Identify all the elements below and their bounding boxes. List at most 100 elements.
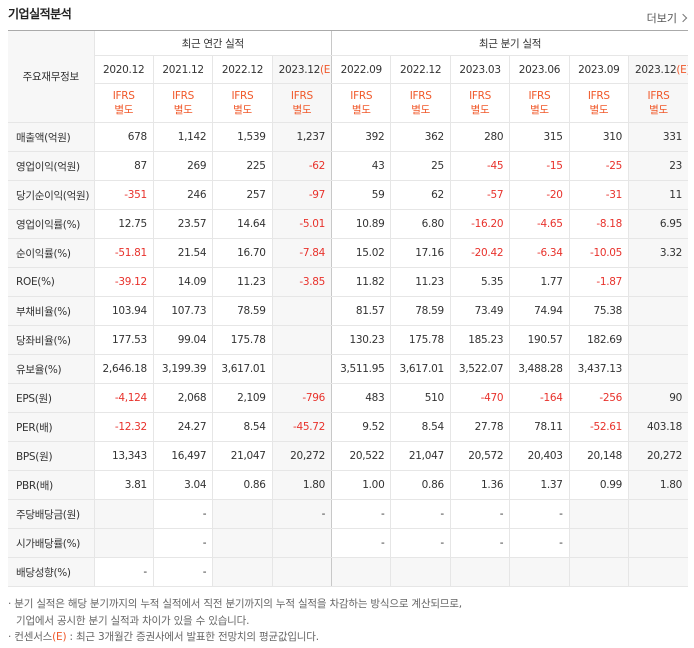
- estimate-mark: (E): [320, 63, 332, 76]
- period: 2020.12: [103, 63, 145, 76]
- cell: 78.59: [212, 296, 273, 326]
- data-row: 순이익률(%) -51.81 21.54 16.70 -7.84 15.02 17.16 -2…: [8, 238, 688, 268]
- cell: 16.70: [212, 238, 273, 268]
- cell: 190.57: [509, 325, 570, 355]
- footnotes: · 분기 실적은 해당 분기까지의 누적 실적에서 직전 분기까지의 누적 실적…: [8, 596, 462, 646]
- cell: 1.36: [449, 470, 510, 500]
- cell: 3.81: [93, 470, 154, 500]
- row-label: 매출액(억원): [8, 122, 94, 152]
- cell: 0.86: [390, 470, 451, 500]
- corner-label: 주요재무정보: [8, 30, 94, 123]
- cell: -: [152, 557, 213, 587]
- row-label: 유보율(%): [8, 354, 94, 384]
- cell: [271, 296, 332, 326]
- cell: [568, 499, 629, 529]
- period: 2023.09: [578, 63, 620, 76]
- more-arrow[interactable]: [678, 13, 688, 23]
- period: 2023.12: [635, 63, 677, 76]
- period: 2023.06: [518, 63, 561, 76]
- data-row: 당좌비율(%) 177.53 99.04 175.78 130.23 175.78 185.…: [8, 325, 688, 355]
- data-row: PBR(배) 3.81 3.04 0.86 1.80 1.00 0.86 1.36 1.37 0.…: [8, 470, 688, 500]
- cell: 3,617.01: [390, 354, 451, 384]
- data-row: PER(배) -12.32 24.27 8.54 -45.72 9.52 8.54 27.78…: [8, 412, 688, 442]
- cell: 11.23: [212, 267, 273, 297]
- cell: -: [331, 528, 391, 558]
- more-link[interactable]: 더보기: [646, 10, 688, 26]
- cell: [271, 557, 332, 587]
- cell: -39.12: [93, 267, 154, 297]
- cell: 16,497: [152, 441, 213, 471]
- cell: [212, 528, 273, 558]
- cell: 90: [628, 383, 688, 413]
- cell: [449, 557, 510, 587]
- cell: 20,403: [509, 441, 570, 471]
- basis: 별도: [589, 104, 609, 116]
- cell: 1.00: [331, 470, 391, 500]
- cell: 78.11: [509, 412, 570, 442]
- cell: 14.64: [212, 209, 273, 239]
- period-header: 2022.12: [390, 55, 451, 84]
- period: 2022.12: [221, 63, 264, 76]
- standard-header: IFRS 별도: [628, 83, 688, 123]
- cell: -256: [568, 383, 629, 413]
- note: 분기 실적은 해당 분기까지의 누적 실적에서 직전 분기까지의 누적 실적을 …: [14, 598, 462, 610]
- row-label: BPS(원): [8, 441, 94, 471]
- cell: -52.61: [568, 412, 629, 442]
- cell: 0.99: [568, 470, 629, 500]
- cell: -: [449, 528, 510, 558]
- more-text[interactable]: 더보기: [646, 12, 677, 25]
- standard-header: IFRS 별도: [449, 83, 510, 123]
- cell: 73.49: [449, 296, 510, 326]
- cell: -: [449, 499, 510, 529]
- standard: IFRS: [231, 90, 254, 102]
- cell: 59: [331, 180, 391, 210]
- cell: [331, 557, 391, 587]
- row-label: PER(배): [8, 412, 94, 442]
- data-row: BPS(원) 13,343 16,497 21,047 20,272 20,522 21,0…: [8, 441, 688, 471]
- cell: 315: [509, 122, 570, 152]
- cell: 13,343: [93, 441, 154, 471]
- cell: 403.18: [628, 412, 688, 442]
- cell: 1.37: [509, 470, 570, 500]
- standard: IFRS: [587, 90, 610, 102]
- data-row: 배당성향(%) - -: [8, 557, 688, 587]
- cell: [628, 267, 688, 297]
- cell: 246: [152, 180, 213, 210]
- data-row: 주당배당금(원) - - - - - -: [8, 499, 688, 529]
- cell: -1.87: [568, 267, 629, 297]
- cell: 1.80: [628, 470, 688, 500]
- cell: [93, 499, 154, 529]
- cell: 21,047: [390, 441, 451, 471]
- standard-header: IFRS 별도: [509, 83, 570, 123]
- consensus-text: : 최근 3개월간 증권사에서 발표한 전망치의 평균값입니다.: [66, 631, 319, 643]
- group-row: 주요재무정보 최근 연간 실적 최근 분기 실적: [8, 30, 688, 123]
- cell: 11.23: [390, 267, 451, 297]
- cell: 87: [93, 151, 154, 181]
- data-row: 시가배당률(%) - - - - -: [8, 528, 688, 558]
- period: 2022.12: [399, 63, 442, 76]
- standard: IFRS: [172, 90, 195, 102]
- cell: 175.78: [390, 325, 451, 355]
- cell: 331: [628, 122, 688, 152]
- basis: 별도: [470, 104, 490, 116]
- cell: [568, 528, 629, 558]
- panel-title: 기업실적분석: [8, 7, 72, 21]
- cell: [212, 499, 273, 529]
- cell: -8.18: [568, 209, 629, 239]
- cell: 99.04: [152, 325, 213, 355]
- group-label: 최근 연간 실적: [93, 30, 332, 56]
- standard: IFRS: [290, 90, 313, 102]
- cell: -470: [449, 383, 510, 413]
- cell: -351: [93, 180, 154, 210]
- cell: 3,511.95: [331, 354, 391, 384]
- cell: -: [509, 499, 570, 529]
- cell: 3,199.39: [152, 354, 213, 384]
- data-row: 영업이익률(%) 12.75 23.57 14.64 -5.01 10.89 6.80 -16…: [8, 209, 688, 239]
- standard-row: IFRS 별도 IFRS 별도 IFRS 별도 IFRS 별도 IFRS 별도 IFRS 별도 IFRS…: [8, 83, 688, 123]
- cell: 21,047: [212, 441, 273, 471]
- cell: [628, 499, 688, 529]
- cell: -4,124: [93, 383, 154, 413]
- cell: 11: [628, 180, 688, 210]
- cell: 12.75: [93, 209, 154, 239]
- cell: 175.78: [212, 325, 273, 355]
